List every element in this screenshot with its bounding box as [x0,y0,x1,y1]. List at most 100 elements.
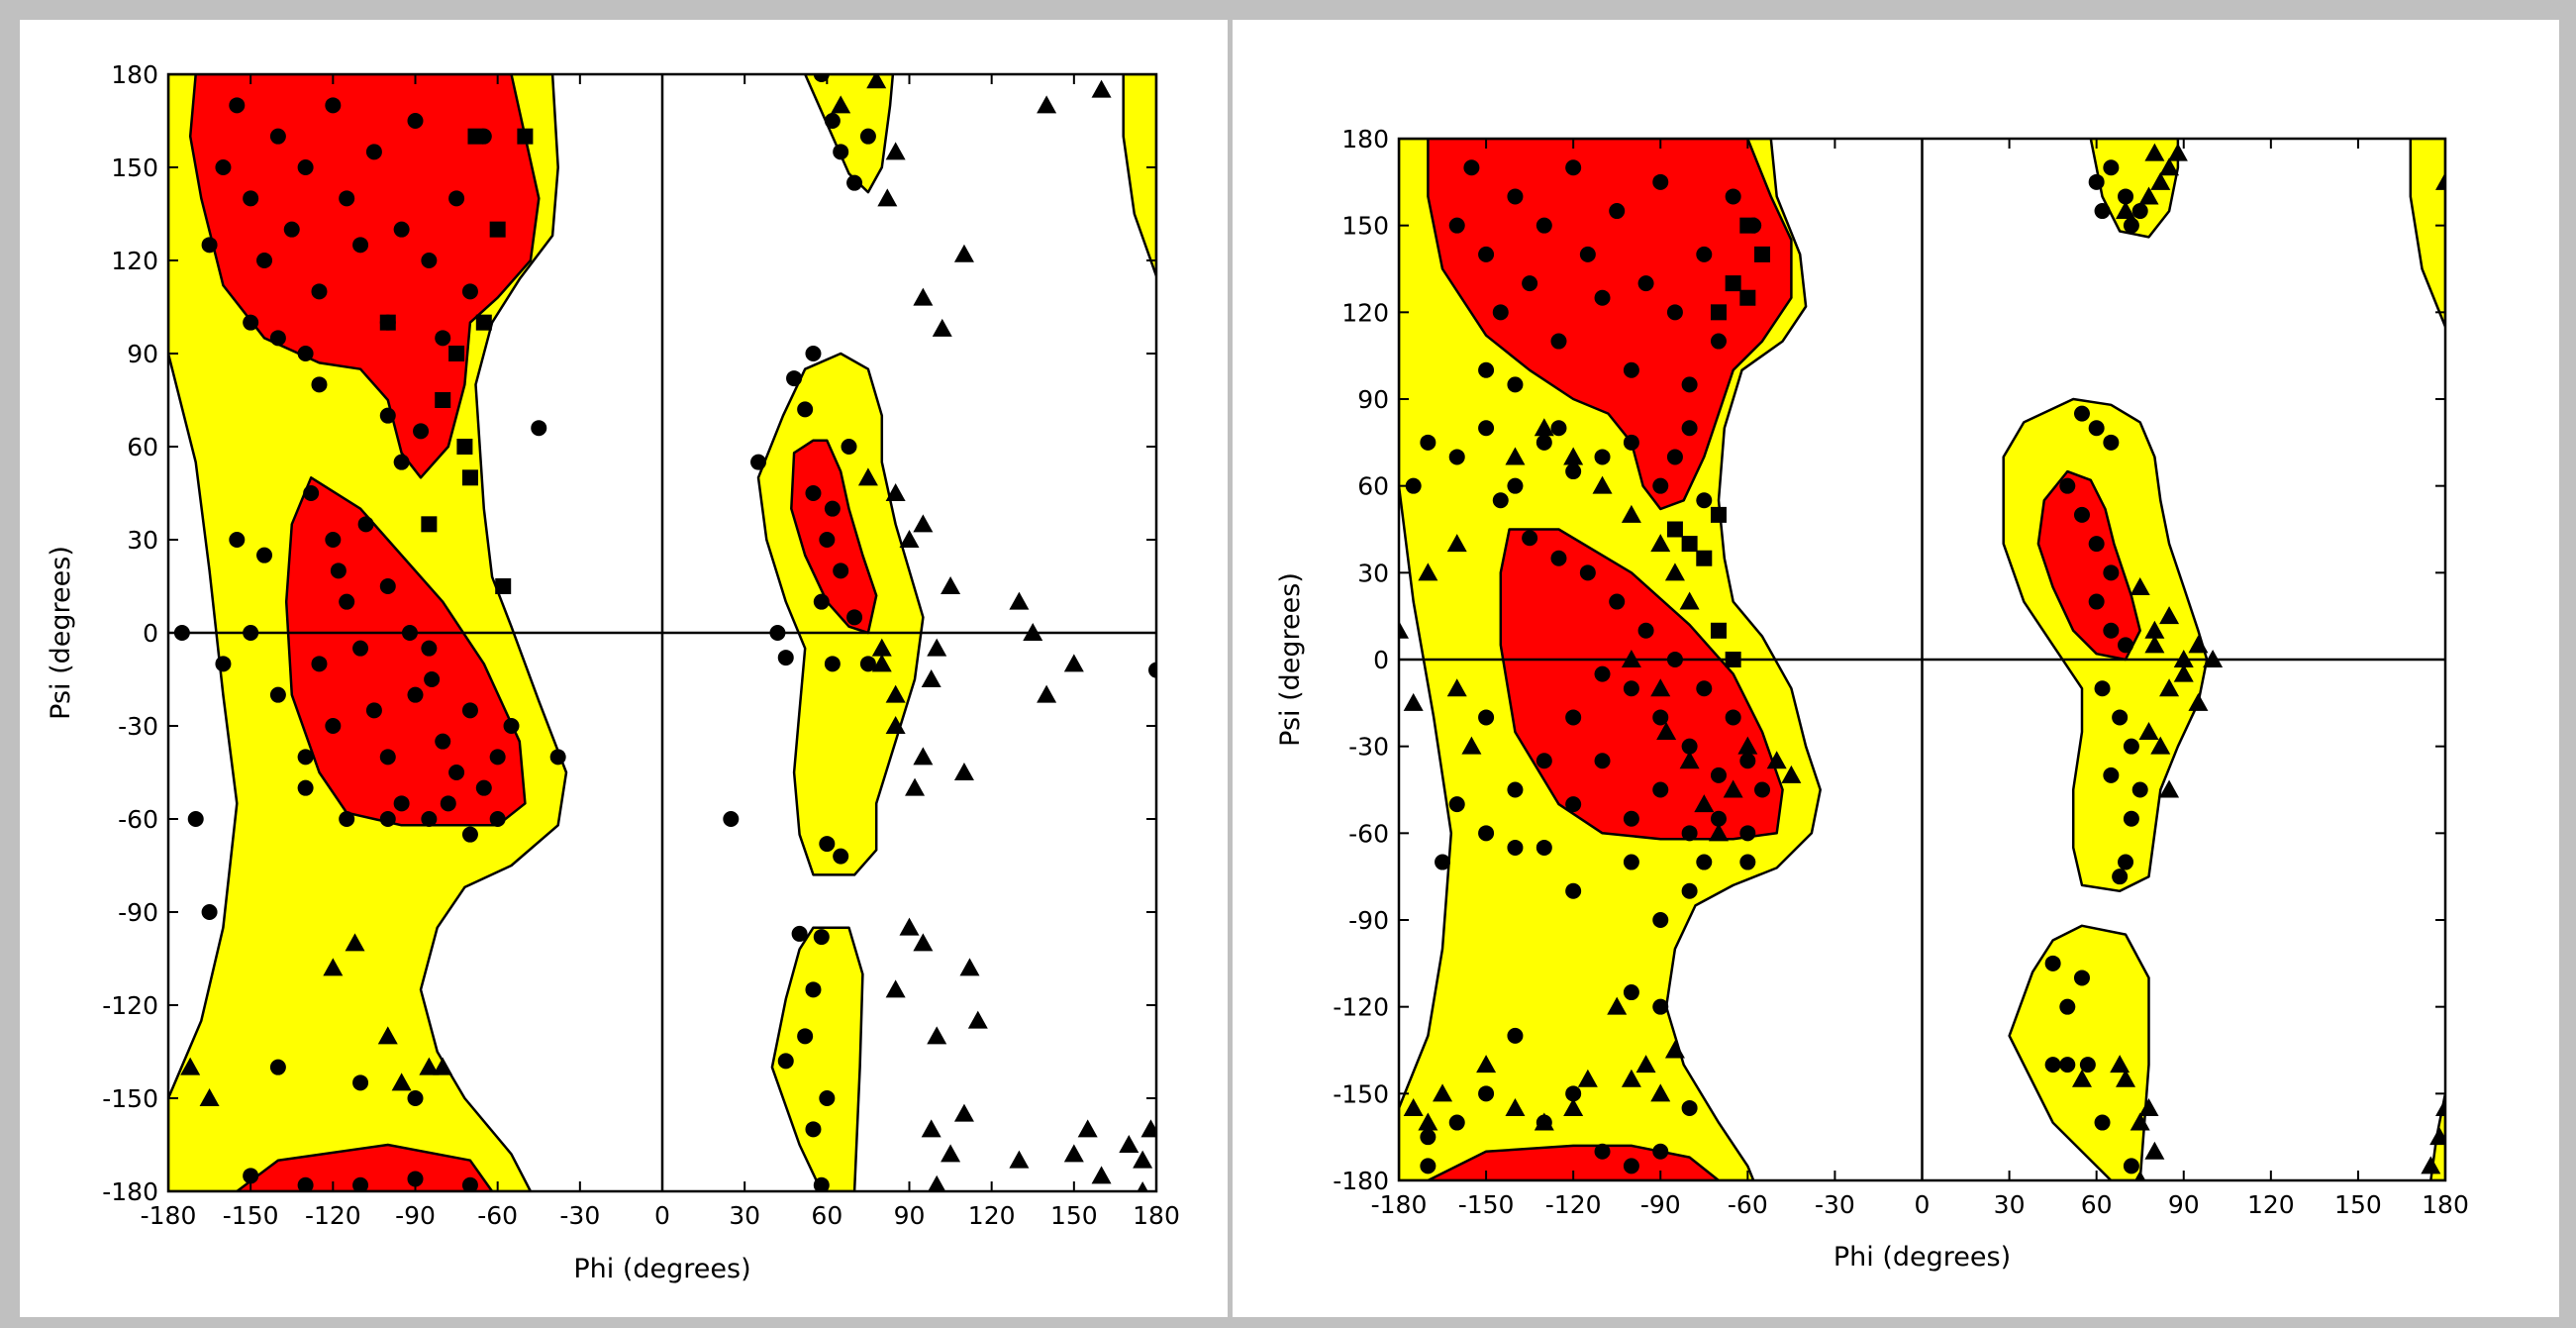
left-point-circle [379,811,396,827]
left-point-circle [833,848,849,865]
right-point-triangle [1679,591,1700,610]
right-point-triangle [1534,418,1554,437]
right-point-circle [1536,217,1552,234]
left-ytick-label: 0 [143,619,158,648]
left-point-circle [421,640,438,657]
right-xtick-label: -90 [1640,1190,1681,1219]
left-point-circle [448,765,465,780]
right-point-circle [1681,882,1698,899]
left-point-circle [846,609,863,626]
right-point-triangle [1505,447,1526,465]
right-point-triangle [2173,650,2194,667]
left-point-triangle [1091,1166,1112,1184]
left-ytick-label: 30 [127,526,158,555]
right-point-circle [1666,652,1683,667]
right-point-circle [2079,1057,2096,1073]
right-point-circle [1623,361,1639,378]
left-point-triangle [899,917,920,936]
left-point-triangle [905,777,926,796]
right-xtick-label: 150 [2334,1190,2382,1219]
right-point-circle [1754,781,1771,798]
left-point-circle [297,159,314,175]
left-point-triangle [913,514,934,533]
left-point-circle [1148,662,1156,678]
left-point-circle [401,625,418,641]
right-point-triangle [1664,562,1685,581]
right-point-circle [1696,854,1713,870]
right-point-circle [2131,781,2148,798]
right-point-circle [1725,188,1741,205]
right-favoured-region-3 [2036,469,2141,662]
right-ytick-label: 60 [1357,472,1389,501]
right-point-circle [2112,709,2129,726]
right-point-circle [1492,492,1509,509]
left-point-triangle [1077,1119,1098,1138]
right-point-square [1710,506,1727,523]
left-ytick-label: -180 [102,1177,158,1206]
right-xtick-label: -30 [1815,1190,1855,1219]
right-point-circle [1536,434,1552,451]
right-point-circle [1696,246,1713,262]
right-point-circle [1594,289,1611,306]
right-point-circle [1478,361,1495,378]
left-point-triangle [866,74,887,89]
left-point-triangle [1063,1144,1084,1163]
right-allowed-region-4 [2409,139,2445,329]
right-point-circle [2103,622,2120,639]
right-point-triangle [1621,504,1641,523]
right-point-circle [2044,955,2061,971]
right-point-triangle [1656,722,1677,741]
left-point-circle [813,593,830,610]
left-favoured-region-1 [284,476,527,827]
left-point-circle [339,811,355,827]
right-point-triangle [1577,1069,1598,1087]
right-point-triangle [1766,751,1787,769]
left-point-circle [393,795,410,812]
right-point-circle [2088,536,2105,553]
left-point-triangle [180,1057,201,1075]
left-point-circle [229,97,246,114]
right-ytick-label: 120 [1341,298,1389,327]
right-point-circle [1536,753,1552,769]
left-allowed-region-3 [803,74,895,194]
right-point-triangle [2159,779,2180,798]
right-point-square [1681,536,1698,553]
left-point-circle [846,174,863,191]
right-point-circle [1637,275,1654,292]
left-point-circle [352,1074,369,1091]
left-point-circle [819,1090,836,1106]
left-point-circle [352,237,369,254]
right-point-triangle [2421,1156,2441,1175]
left-point-triangle [1133,1150,1153,1169]
right-point-circle [2118,854,2134,870]
right-point-triangle [2116,201,2136,220]
left-point-triangle [1009,1150,1030,1169]
left-point-circle [339,593,355,610]
left-point-circle [531,420,547,437]
right-point-circle [1565,159,1582,176]
left-point-square [467,128,484,145]
left-point-circle [841,439,857,455]
left-point-circle [824,656,841,672]
right-point-square [1725,275,1741,292]
left-point-circle [813,1176,830,1191]
left-point-circle [407,1090,424,1106]
left-point-triangle [391,1073,412,1091]
left-point-triangle [921,1119,941,1138]
right-point-circle [1725,709,1741,726]
left-plot: -180 -150 -120 -90 -60 -30 0 30 60 90 120 150 180 -18… [46,60,1180,1284]
right-point-triangle [1534,1112,1554,1131]
left-point-triangle [953,1103,974,1122]
right-xtick-label: -60 [1728,1190,1768,1219]
right-point-triangle [2203,650,2224,667]
left-point-circle [461,1176,478,1191]
left-point-square [456,439,473,455]
right-point-circle [1594,753,1611,769]
right-point-circle [1710,810,1727,827]
right-point-circle [2112,868,2129,885]
left-xtick-label: -60 [477,1201,518,1230]
right-ytick-label: 150 [1341,212,1389,241]
right-point-circle [2088,420,2105,437]
right-point-circle [1448,796,1465,813]
